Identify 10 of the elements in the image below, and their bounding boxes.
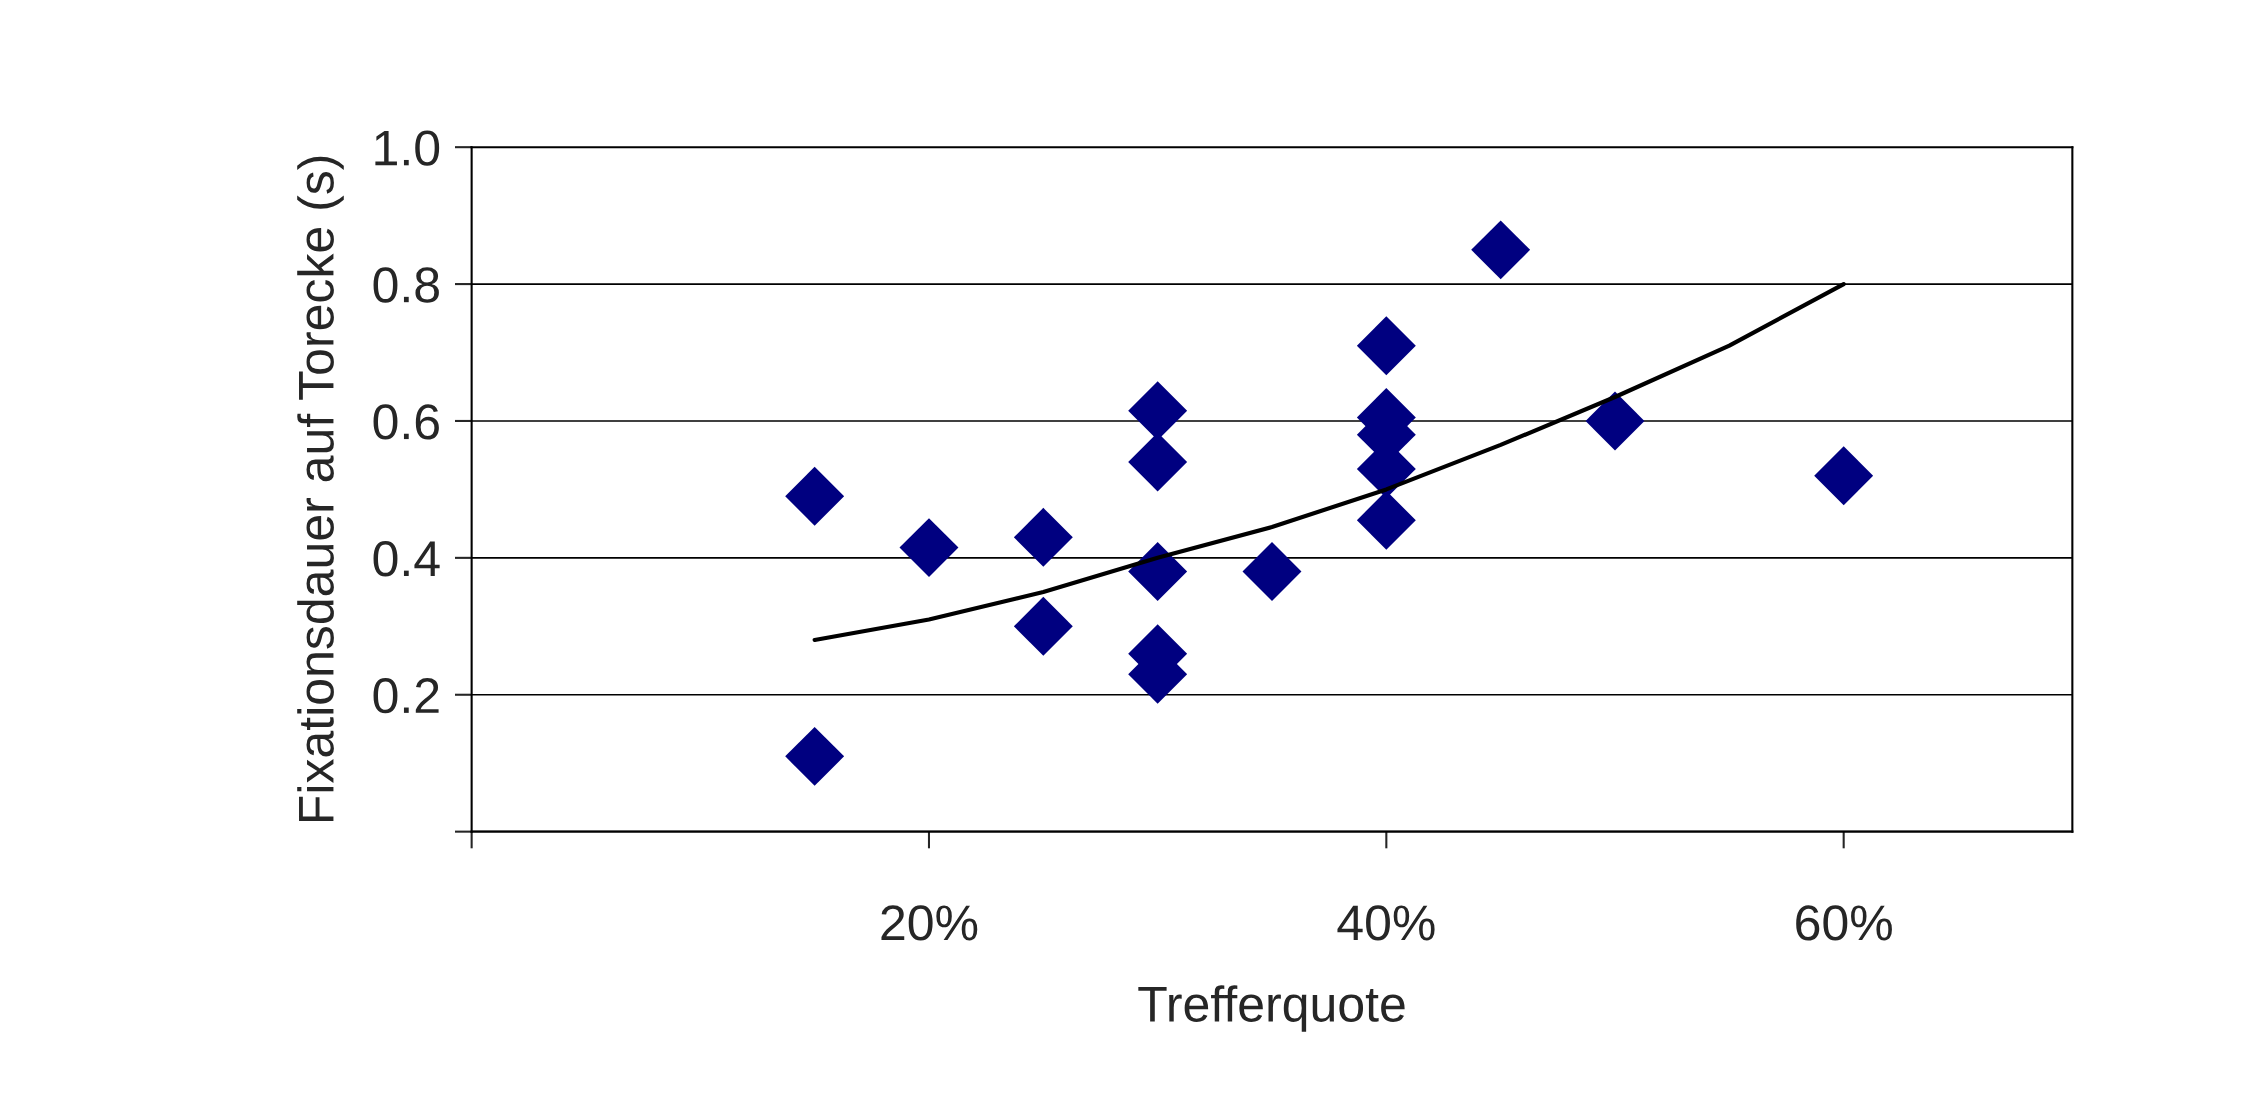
x-tick-label: 60% [1796,905,1892,941]
x-tick-label: 20% [881,905,978,941]
x-axis-title: Trefferquote [1138,985,1405,1032]
y-tick-label: 1.0 [375,130,440,166]
y-tick-label: 0.8 [373,267,439,303]
y-tick-label: 0.4 [373,541,440,577]
y-tick-label: 0.2 [373,677,439,714]
y-tick-label: 0.6 [373,404,439,440]
y-axis-title: Fixationsdauer auf Torecke (s) [297,156,344,822]
x-tick-label: 40% [1337,905,1435,941]
